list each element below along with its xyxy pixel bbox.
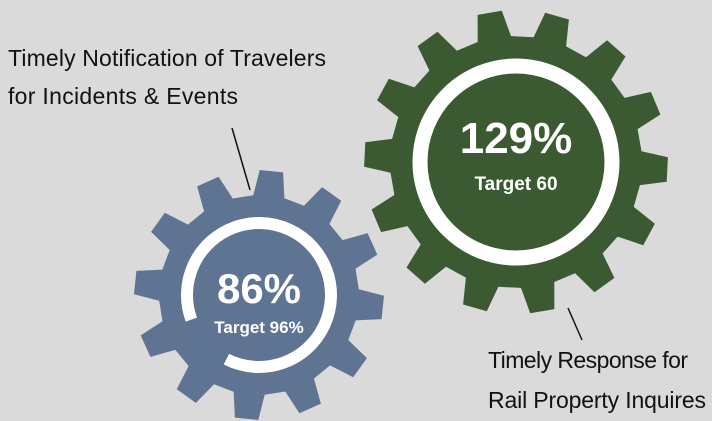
gear-ring: [412, 58, 620, 266]
pointer-line: [567, 307, 583, 341]
gears: [134, 10, 668, 420]
label: Rail Property Inquires: [488, 387, 706, 413]
pointer-line: [231, 127, 251, 191]
gear-target: Target 60: [474, 174, 557, 195]
gear: [134, 170, 384, 420]
gear-ring: [181, 217, 338, 373]
gear-value: 129%: [460, 114, 573, 163]
gear-target: Target 96%: [214, 318, 303, 337]
gear-value: 86%: [217, 265, 301, 312]
label: Timely Notification of Travelers: [8, 45, 326, 71]
label: Timely Response for: [488, 347, 688, 373]
label: for Incidents & Events: [8, 83, 238, 109]
